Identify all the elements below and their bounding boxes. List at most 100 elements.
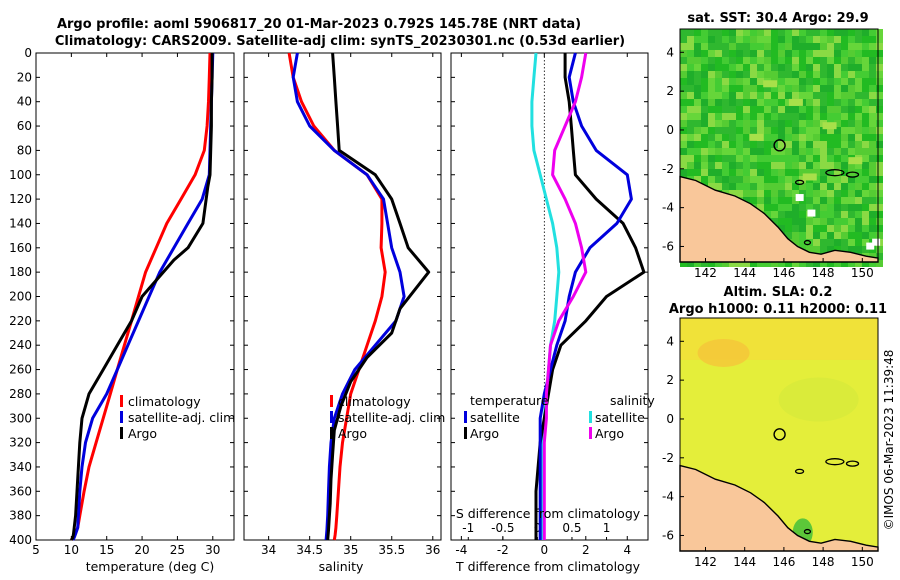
sst-cell bbox=[806, 155, 813, 162]
legend-label-s-satellite: satellite bbox=[595, 410, 645, 425]
sst-cell bbox=[750, 99, 757, 106]
sst-cell bbox=[820, 148, 827, 155]
sst-cell bbox=[694, 148, 701, 155]
x-tick-label: 34.5 bbox=[296, 543, 323, 557]
sst-cell bbox=[827, 29, 834, 36]
sst-cell bbox=[680, 113, 687, 120]
sst-cell bbox=[876, 36, 883, 43]
sst-cell bbox=[771, 99, 778, 106]
sst-cell bbox=[785, 57, 792, 64]
sst-cell bbox=[806, 99, 813, 106]
sst-cell bbox=[785, 197, 792, 204]
y-tick-label: 220 bbox=[9, 314, 32, 328]
sst-cell bbox=[841, 190, 848, 197]
sst-cell bbox=[827, 204, 834, 211]
island-outline bbox=[825, 458, 845, 466]
legend-label-argo: Argo bbox=[338, 426, 367, 441]
y-tick-label: 120 bbox=[9, 192, 32, 206]
sst-cell bbox=[729, 176, 736, 183]
sst-cell bbox=[876, 218, 883, 225]
sst-cell bbox=[813, 50, 820, 57]
sst-cell bbox=[806, 190, 813, 197]
sst-cell bbox=[757, 141, 764, 148]
sst-cell bbox=[708, 148, 715, 155]
sst-cell bbox=[792, 71, 799, 78]
sst-cell bbox=[792, 162, 799, 169]
island-outline bbox=[803, 239, 812, 246]
sst-cell bbox=[876, 141, 883, 148]
sst-cell bbox=[687, 134, 694, 141]
sst-cell bbox=[750, 57, 757, 64]
sst-cell bbox=[708, 50, 715, 57]
sst-cell bbox=[813, 29, 820, 36]
legend-swatch-s-argo bbox=[589, 427, 592, 439]
y-tick-label: 400 bbox=[9, 533, 32, 547]
sst-cell bbox=[841, 204, 848, 211]
sst-cell bbox=[729, 57, 736, 64]
sst-cell bbox=[813, 169, 820, 176]
y-tick-label: 4 bbox=[666, 334, 674, 348]
sst-cell bbox=[876, 43, 883, 50]
sst-cell bbox=[841, 106, 848, 113]
sst-cell bbox=[876, 120, 883, 127]
y-tick-label: 0 bbox=[666, 123, 674, 137]
sst-cell bbox=[841, 239, 848, 246]
sst-cell bbox=[855, 85, 862, 92]
sst-cell bbox=[715, 85, 722, 92]
sst-cell bbox=[701, 43, 708, 50]
sst-cell bbox=[862, 141, 869, 148]
sst-cell bbox=[862, 43, 869, 50]
sst-cell bbox=[694, 64, 701, 71]
sst-cell bbox=[862, 106, 869, 113]
sst-cell bbox=[743, 141, 750, 148]
sst-cell bbox=[855, 232, 862, 239]
sst-cell bbox=[820, 113, 827, 120]
sst-cell bbox=[834, 260, 841, 267]
sst-cell bbox=[750, 29, 757, 36]
sst-cell bbox=[736, 78, 743, 85]
sst-cell bbox=[799, 92, 806, 99]
sst-cell bbox=[855, 218, 862, 225]
sst-cell bbox=[708, 162, 715, 169]
sst-cell bbox=[694, 106, 701, 113]
sst-cell bbox=[876, 71, 883, 78]
sst-cell bbox=[834, 92, 841, 99]
sst-cell bbox=[827, 246, 834, 253]
sst-cell bbox=[827, 85, 834, 92]
sst-cell bbox=[862, 127, 869, 134]
top-tick-label: 1 bbox=[603, 521, 611, 535]
sst-cell bbox=[771, 260, 778, 267]
sst-cell bbox=[869, 253, 876, 260]
sst-cell bbox=[715, 176, 722, 183]
sst-cell bbox=[827, 148, 834, 155]
sst-cell bbox=[729, 169, 736, 176]
sst-cell bbox=[820, 169, 827, 176]
sst-cell bbox=[862, 232, 869, 239]
sst-cell bbox=[694, 71, 701, 78]
series-line-t-satellite bbox=[530, 52, 561, 540]
sst-cell bbox=[848, 92, 855, 99]
sst-cell bbox=[876, 176, 883, 183]
sst-cell bbox=[806, 85, 813, 92]
sst-cell bbox=[736, 169, 743, 176]
sst-cell bbox=[743, 85, 750, 92]
series-line-argo bbox=[326, 52, 431, 541]
sst-cell bbox=[729, 43, 736, 50]
argo-position-marker bbox=[773, 428, 786, 441]
sst-cell bbox=[869, 64, 876, 71]
sst-cell bbox=[771, 176, 778, 183]
sst-cell bbox=[806, 64, 813, 71]
top-tick-label: -1 bbox=[462, 521, 474, 535]
difference-legend: temperature salinity satellite Argo sate… bbox=[464, 393, 655, 441]
sst-cell bbox=[792, 169, 799, 176]
sst-cell bbox=[848, 78, 855, 85]
sst-cell bbox=[806, 134, 813, 141]
sst-cell bbox=[876, 127, 883, 134]
sst-cell bbox=[764, 211, 771, 218]
sst-cell bbox=[827, 64, 834, 71]
sst-cell bbox=[743, 113, 750, 120]
sst-cell bbox=[757, 113, 764, 120]
sst-cell bbox=[736, 134, 743, 141]
sst-cell bbox=[799, 36, 806, 43]
sst-cell bbox=[876, 64, 883, 71]
